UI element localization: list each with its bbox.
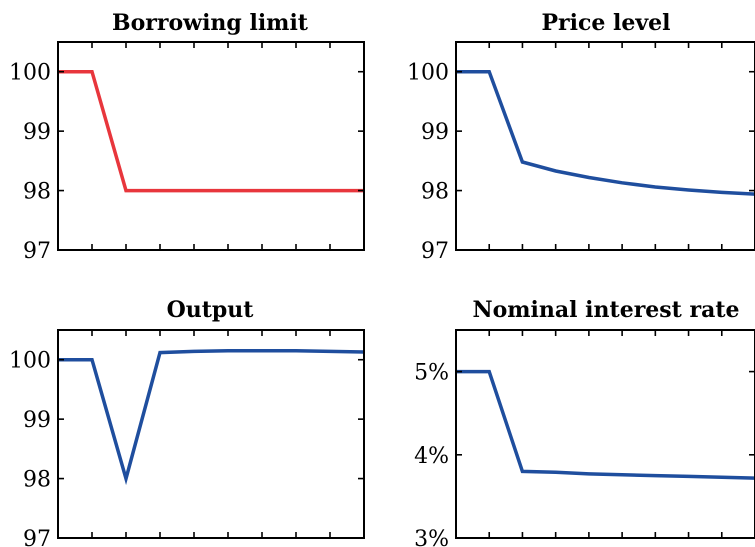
y-tick-label: 97 [23,239,51,264]
y-tick-label: 99 [23,120,51,145]
series-line-2-0 [58,349,364,486]
y-tick-label: 99 [421,120,449,145]
y-tick-label: 4% [414,444,449,469]
panel-borrowing-limit: Borrowing limit 97 98 99 100 [9,10,365,264]
axes-frame [455,41,755,251]
panel-title-nominal-interest-rate: Nominal interest rate [473,297,740,323]
series-line-3-0 [456,369,755,480]
axes-frame [57,41,365,251]
panel-title-borrowing-limit: Borrowing limit [112,10,309,36]
y-tick-label: 98 [421,180,449,205]
y-tick-label: 100 [407,61,449,86]
panel-price-level: Price level 97 98 99 100 [407,10,755,264]
y-tick-label: 97 [421,239,449,264]
y-tick-label: 3% [414,527,449,547]
y-tick-label: 100 [9,349,51,374]
y-tick-label: 98 [23,468,51,493]
axes-frame [455,329,755,539]
series-line-0-0 [58,69,364,193]
series-line-1-0 [456,69,755,196]
y-tick-label: 99 [23,408,51,433]
panel-output: Output 97 98 99 100 [9,297,365,547]
axes-frame [57,329,365,539]
panel-title-output: Output [167,297,255,323]
y-tick-label: 5% [414,361,449,386]
panel-title-price-level: Price level [541,10,670,36]
y-tick-label: 97 [23,527,51,547]
y-tick-label: 98 [23,180,51,205]
y-tick-label: 100 [9,61,51,86]
panel-nominal-interest-rate: Nominal interest rate 3% 4% 5% [414,297,755,547]
